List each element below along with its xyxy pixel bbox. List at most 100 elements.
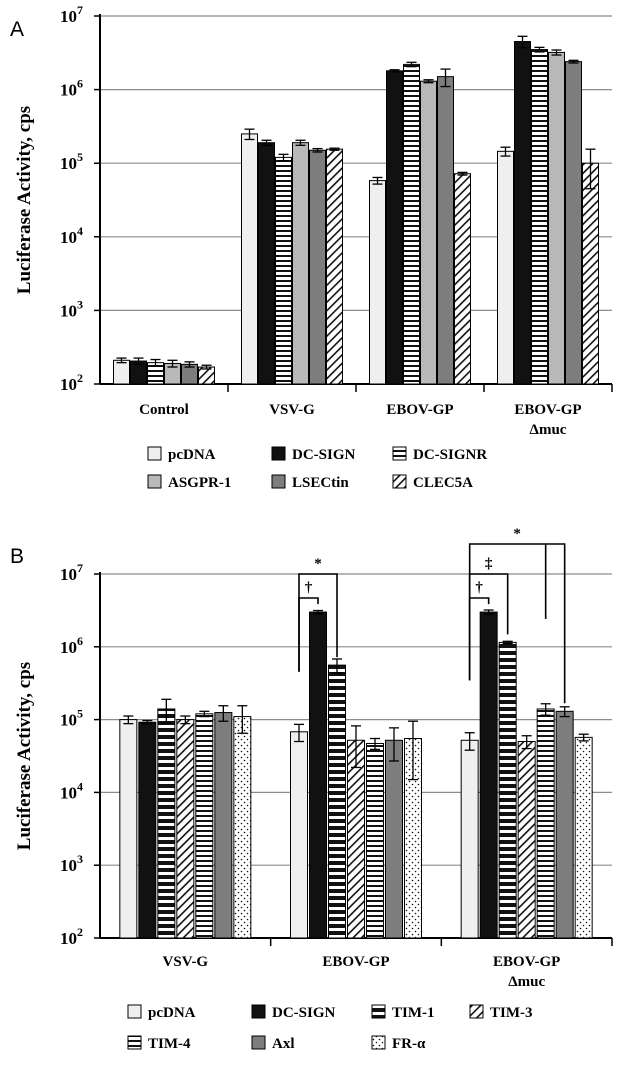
panel-b-significance-symbol: †: [305, 580, 313, 596]
panel-b-category-label: EBOV-GP: [322, 954, 389, 970]
panel-b-legend-swatch-dc-sign: [251, 1004, 266, 1019]
panel-b-y-tick-label: 105: [60, 707, 83, 730]
panel-b-category-label: VSV-G: [163, 954, 209, 970]
panel-b-legend-swatch-pcdna: [127, 1004, 142, 1019]
panel-a-bar-pcdna: [497, 150, 514, 385]
panel-a-legend-label-dc-signr: DC-SIGNR: [413, 447, 487, 463]
panel-a-bar-asgpr-1: [292, 142, 309, 385]
panel-b-bar-axl: [214, 712, 233, 939]
panel-b-significance-symbol: *: [314, 556, 322, 572]
panel-a-legend-swatch-asgpr-1: [147, 474, 162, 489]
panel-b-y-tick-label: 104: [60, 779, 83, 802]
panel-a-y-tick-label: 105: [60, 150, 83, 173]
panel-a-bar-pcdna: [241, 133, 258, 385]
panel-b-bar-tim-4: [195, 713, 214, 939]
panel-a-bar-clec5a: [454, 173, 471, 385]
panel-b-bar-tim-1: [328, 664, 346, 939]
panel-b-legend-swatch-axl: [251, 1035, 266, 1050]
panel-a-legend-swatch-clec5a: [392, 474, 407, 489]
panel-b-y-tick-label: 106: [60, 634, 83, 657]
panel-b-significance-bracket: [468, 543, 566, 704]
panel-a-letter: A: [10, 18, 24, 41]
panel-b-bar-dc-sign: [479, 611, 498, 939]
panel-b-bar-tim-3: [176, 719, 195, 939]
panel-a-category-label: EBOV-GP: [386, 402, 453, 418]
panel-b-legend-label-tim-4: TIM-4: [148, 1036, 191, 1052]
panel-b-legend-swatch-tim-1: [371, 1004, 386, 1019]
panel-a-y-tick-label: 103: [60, 297, 83, 320]
panel-a-bar-dc-sign: [386, 70, 403, 385]
panel-a-bar-dc-signr: [275, 156, 292, 385]
chart-panel-a: 102 103 104 105 106 107 Luciferase Activity, c…: [14, 3, 613, 491]
panel-b-legend-label-tim-1: TIM-1: [392, 1005, 435, 1021]
panel-a-bar-dc-sign: [258, 142, 275, 385]
panel-b-legend-swatch-fr: [371, 1035, 386, 1050]
panel-b-bar-tim-1: [498, 641, 517, 939]
panel-a-y-tick-label: 102: [60, 371, 83, 394]
panel-b-bar-tim-1: [157, 708, 176, 939]
panel-b-y-tick-label: 103: [60, 852, 83, 875]
panel-b-legend-label-pcdna: pcDNA: [148, 1005, 196, 1021]
panel-b-legend-label-tim-3: TIM-3: [490, 1005, 533, 1021]
panel-b-y-tick-label: 107: [60, 561, 83, 584]
panel-b-significance-symbol: *: [513, 526, 521, 542]
panel-a-bar-clec5a: [582, 162, 599, 385]
panel-b-legend-swatch-tim-3: [469, 1004, 484, 1019]
panel-a-legend-swatch-lsectin: [271, 474, 286, 489]
panel-a-legend-label-clec5a: CLEC5A: [413, 475, 473, 491]
panel-a-bar-asgpr-1: [548, 51, 565, 385]
panel-a-bar-dc-signr: [531, 49, 548, 385]
panel-b-bar-pcdna: [460, 739, 479, 939]
panel-a-legend-swatch-pcdna: [147, 446, 162, 461]
panel-a-legend-swatch-dc-signr: [392, 446, 407, 461]
panel-b-bar-dc-sign: [138, 721, 157, 939]
panel-a-legend-swatch-dc-sign: [271, 446, 286, 461]
chart-panel-b: 102 103 104 105 106 107 Luciferase Activity, c…: [14, 526, 613, 1052]
panel-a-y-tick-label: 104: [60, 224, 83, 247]
panel-a-bar-clec5a: [326, 148, 343, 385]
panel-a-bar-lsectin: [437, 76, 454, 385]
panel-b-bar-tim-4: [536, 708, 555, 939]
panel-a-bar-dc-signr: [403, 63, 420, 385]
panel-b-bar-pcdna: [119, 719, 138, 939]
panel-a-legend-label-pcdna: pcDNA: [168, 447, 216, 463]
panel-a-y-tick-label: 106: [60, 77, 83, 100]
panel-b-significance-bracket: [298, 573, 338, 672]
panel-b-y-axis-label: Luciferase Activity, cps: [14, 662, 35, 850]
panel-b-legend-label-fr: FR-α: [392, 1036, 426, 1052]
panel-b-bar-fr: [233, 716, 252, 939]
panel-a-bar-pcdna: [369, 180, 386, 385]
panel-a-bar-pcdna: [113, 359, 130, 385]
panel-b-bar-fr: [574, 736, 593, 939]
panel-b-y-tick-label: 102: [60, 925, 83, 948]
panel-b-category-label: EBOV-GP: [493, 954, 560, 970]
panel-b-significance-symbol: ‡: [485, 556, 493, 572]
panel-a-category-label: EBOV-GP: [514, 402, 581, 418]
panel-b-significance-symbol: †: [475, 580, 483, 596]
panel-a-bar-lsectin: [309, 149, 326, 385]
panel-a-legend-label-asgpr-1: ASGPR-1: [168, 475, 231, 491]
panel-b-legend-swatch-tim-4: [127, 1035, 142, 1050]
panel-b-bar-tim-3: [517, 741, 536, 939]
panel-a-bar-lsectin: [565, 61, 582, 385]
panel-a-category-label: Control: [139, 402, 189, 418]
panel-a-y-axis-label: Luciferase Activity, cps: [14, 106, 35, 294]
panel-b-bar-dc-sign: [309, 611, 327, 939]
panel-b-bar-pcdna: [290, 731, 308, 939]
panel-a-bar-dc-sign: [514, 41, 531, 385]
panel-a-bar-asgpr-1: [420, 80, 437, 385]
panel-b-legend-label-axl: Axl: [272, 1036, 295, 1052]
panel-a-category-label-line2: Δmuc: [530, 422, 567, 438]
panel-a-legend-label-lsectin: LSECtin: [292, 475, 349, 491]
panel-b-bar-tim-3: [347, 739, 365, 939]
panel-b-bar-axl: [555, 710, 574, 939]
panel-b-bar-tim-4: [366, 742, 384, 939]
panel-b-bar-axl: [385, 739, 403, 939]
panel-a-category-label: VSV-G: [269, 402, 315, 418]
panel-b-category-label-line2: Δmuc: [508, 974, 545, 990]
panel-a-y-tick-label: 107: [60, 3, 83, 26]
panel-b-legend-label-dc-sign: DC-SIGN: [272, 1005, 336, 1021]
panel-b-letter: B: [10, 545, 24, 568]
panel-a-legend-label-dc-sign: DC-SIGN: [292, 447, 356, 463]
